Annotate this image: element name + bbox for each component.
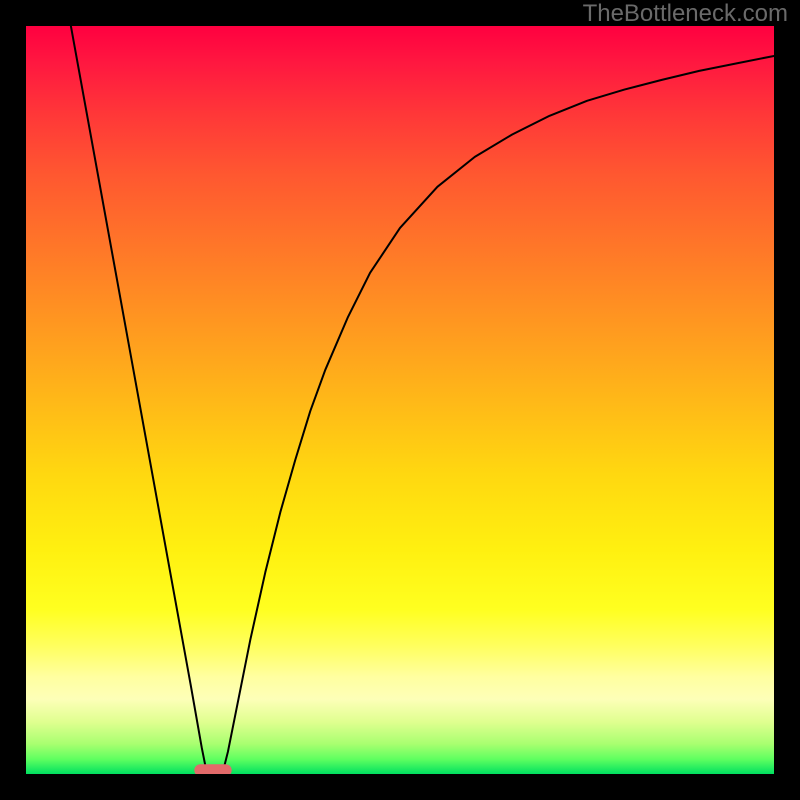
bottleneck-chart [0, 0, 800, 800]
chart-root: TheBottleneck.com [0, 0, 800, 800]
